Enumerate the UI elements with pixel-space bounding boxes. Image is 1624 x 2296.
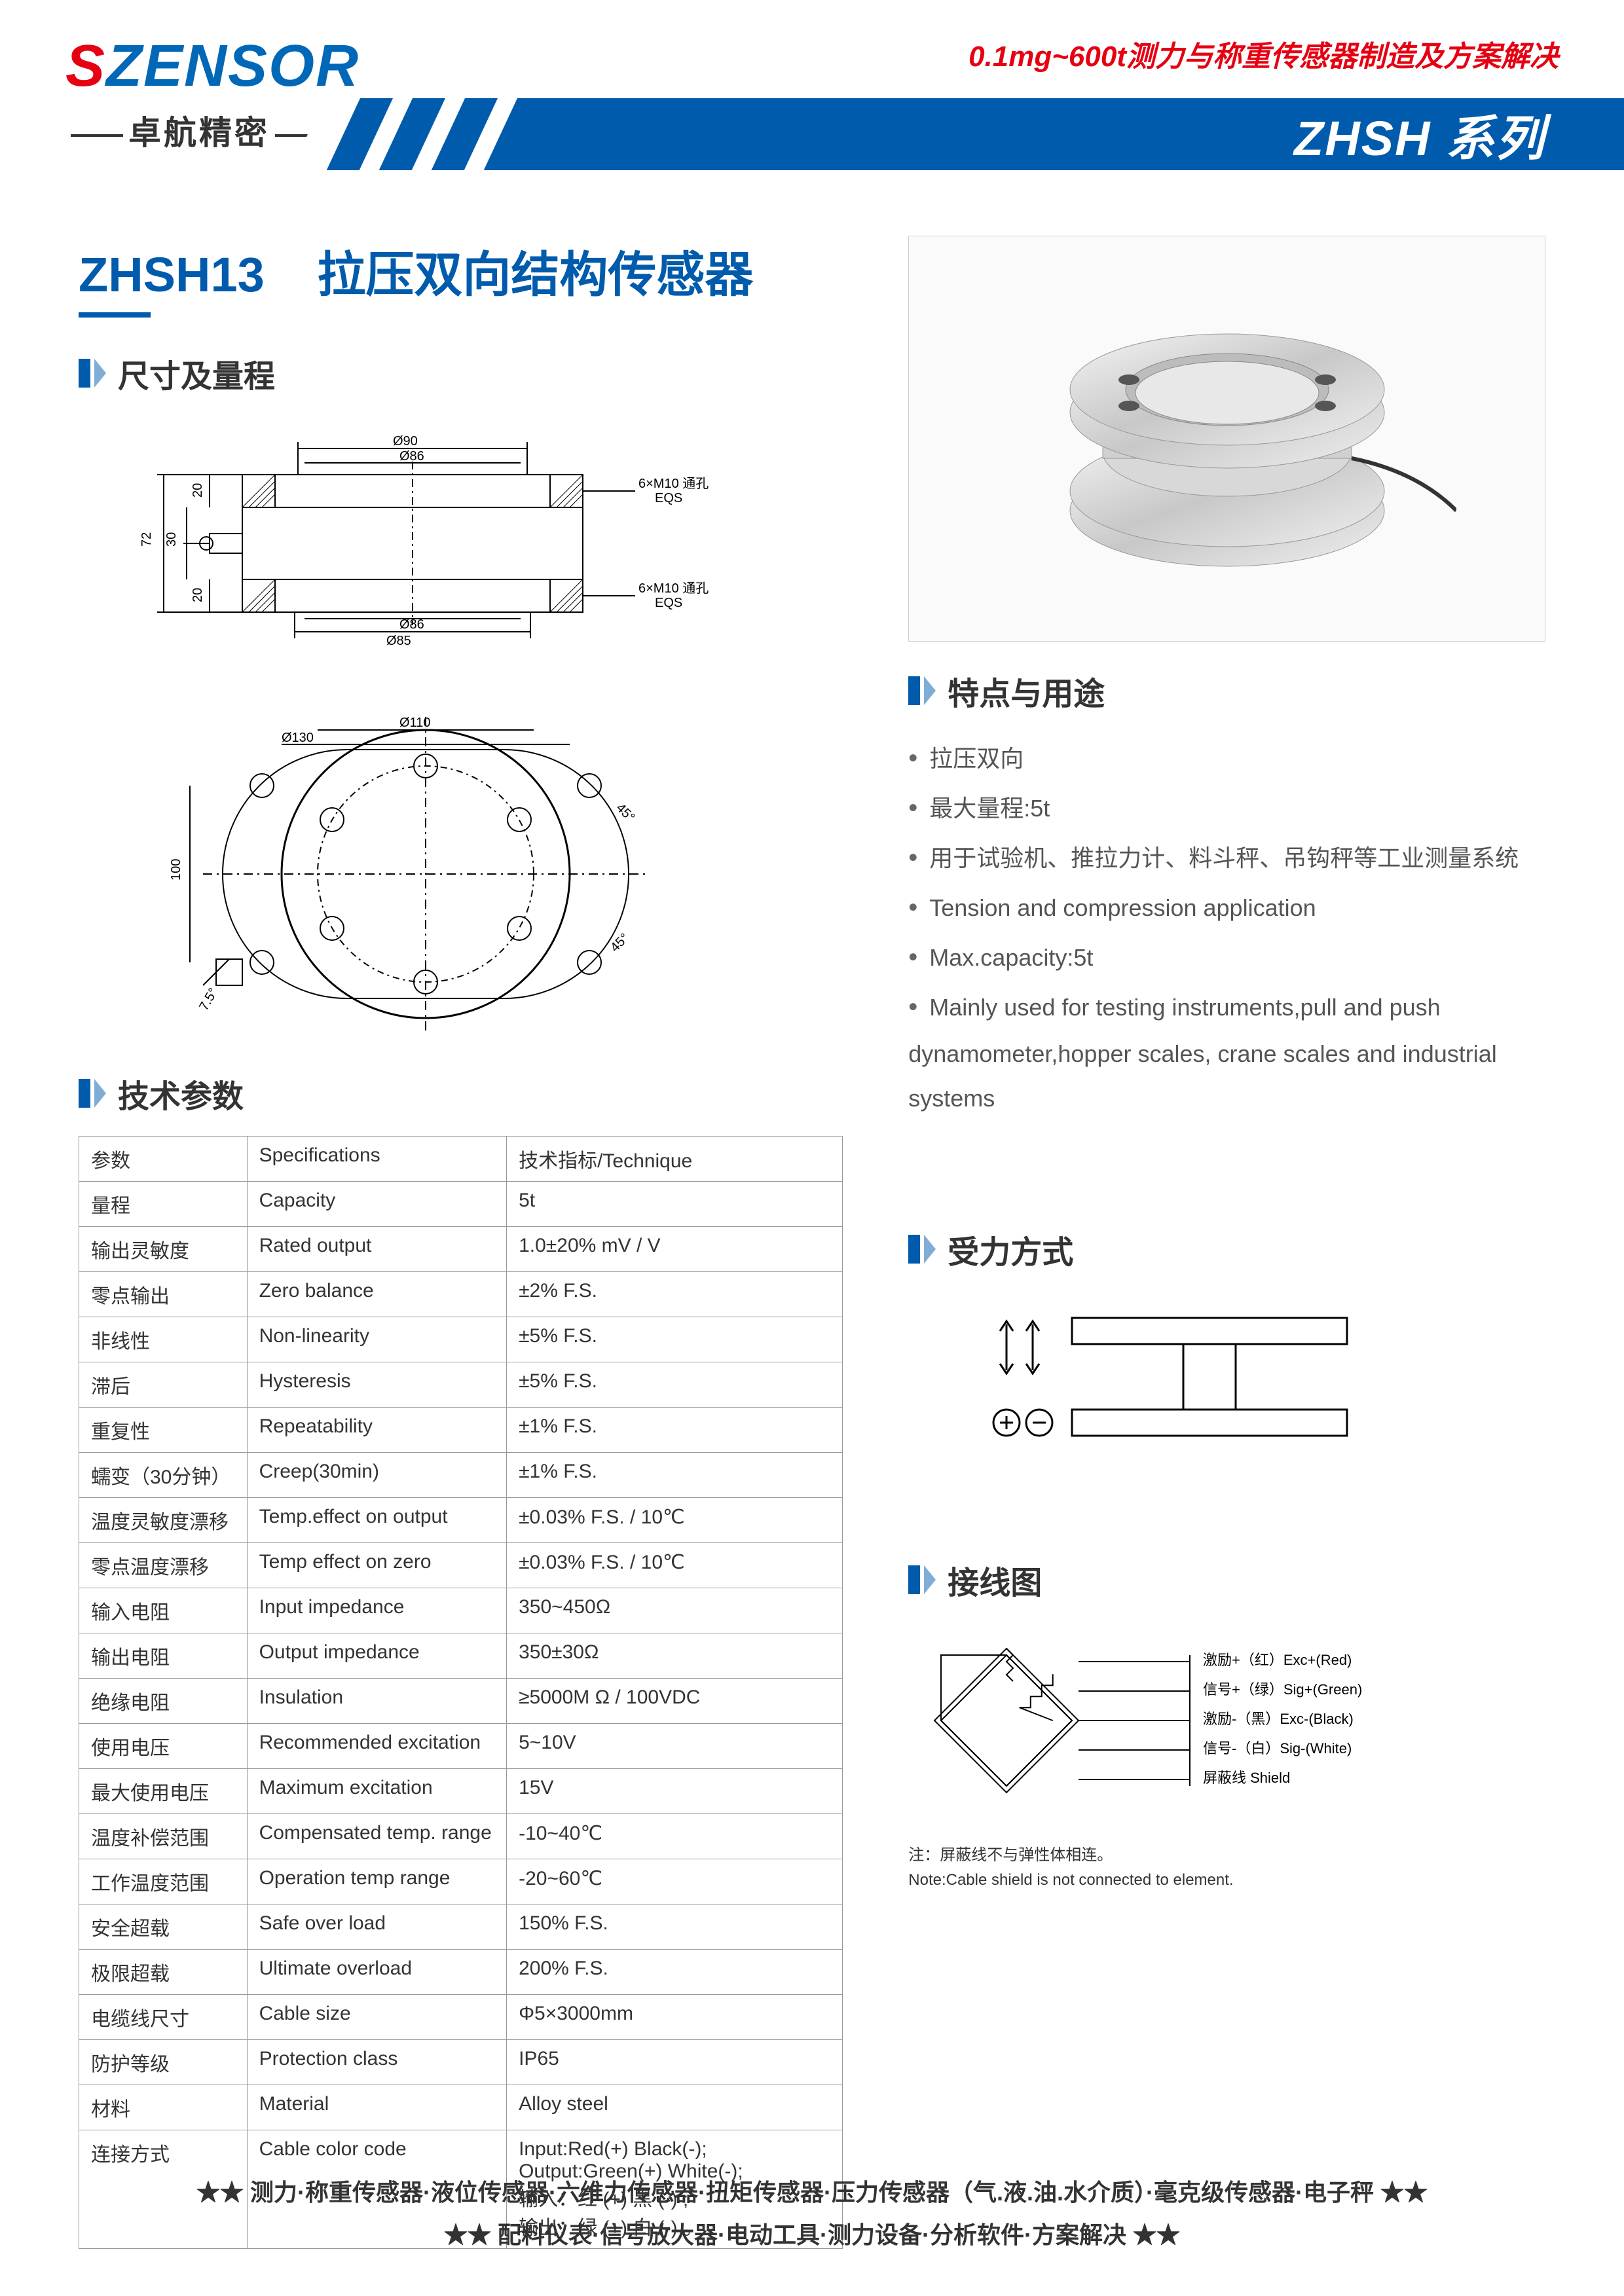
- table-row: 绝缘电阻Insulation≥5000M Ω / 100VDC: [79, 1679, 843, 1724]
- footer: ★★ 测力·称重传感器·液位传感器·六维力传感器·扭矩传感器·压力传感器（气.液…: [0, 2172, 1624, 2257]
- svg-text:Ø86: Ø86: [399, 449, 424, 464]
- sec-wiring: 接线图: [908, 1557, 1545, 1603]
- sec-dim: 尺寸及量程: [79, 350, 843, 396]
- top-right: 0.1mg~600t测力与称重传感器制造及方案解决: [969, 33, 1559, 75]
- table-row: 最大使用电压Maximum excitation15V: [79, 1769, 843, 1814]
- table-row: 滞后Hysteresis±5% F.S.: [79, 1362, 843, 1408]
- specs-table: 参数 Specifications 技术指标/Technique 量程Capac…: [79, 1136, 843, 2249]
- table-row: 零点温度漂移Temp effect on zero±0.03% F.S. / 1…: [79, 1543, 843, 1588]
- list-item: Mainly used for testing instruments,pull…: [908, 982, 1545, 1121]
- wiring-diagram: 激励+（红）Exc+(Red) 信号+（绿）Sig+(Green) 激励-（黑）…: [908, 1622, 1545, 1889]
- svg-text:100: 100: [169, 859, 183, 881]
- list-item: 最大量程:5t: [908, 783, 1545, 833]
- right-column: 特点与用途 拉压双向最大量程:5t用于试验机、推拉力计、料斗秤、吊钩秤等工业测量…: [908, 236, 1545, 2249]
- model: ZHSH13: [79, 247, 265, 302]
- content: ZHSH13 拉压双向结构传感器 尺寸及量程: [0, 183, 1624, 2249]
- logo-s: S: [65, 33, 106, 99]
- sec-spec: 技术参数: [79, 1070, 843, 1116]
- title-underline: [79, 312, 151, 318]
- table-row: 防护等级Protection classIP65: [79, 2040, 843, 2085]
- drawing-side: Ø90 Ø86 Ø85 Ø86 72 30: [79, 416, 843, 658]
- table-row: 输出灵敏度Rated output1.0±20% mV / V: [79, 1227, 843, 1272]
- specs-h3: 技术指标/Technique: [507, 1137, 843, 1182]
- svg-text:信号-（白）Sig-(White): 信号-（白）Sig-(White): [1203, 1740, 1352, 1757]
- specs-h2: Specifications: [247, 1137, 507, 1182]
- list-item: 拉压双向: [908, 733, 1545, 783]
- table-row: 温度补偿范围Compensated temp. range-10~40℃: [79, 1814, 843, 1859]
- list-item: Tension and compression application: [908, 883, 1545, 932]
- specs-h1: 参数: [79, 1137, 248, 1182]
- logo-main: SZENSOR: [65, 33, 360, 100]
- table-row: 使用电压Recommended excitation5~10V: [79, 1724, 843, 1769]
- product-title: ZHSH13 拉压双向结构传感器: [79, 236, 843, 306]
- svg-text:20: 20: [191, 483, 205, 498]
- header: SZENSOR 卓航精密 0.1mg~600t测力与称重传感器制造及方案解决 Z…: [0, 0, 1624, 183]
- svg-text:激励-（黑）Exc-(Black): 激励-（黑）Exc-(Black): [1203, 1711, 1354, 1727]
- svg-text:20: 20: [191, 588, 205, 602]
- table-row: 输入电阻Input impedance350~450Ω: [79, 1588, 843, 1633]
- list-item: 用于试验机、推拉力计、料斗秤、吊钩秤等工业测量系统: [908, 833, 1545, 883]
- svg-text:EQS: EQS: [655, 491, 682, 505]
- left-column: ZHSH13 拉压双向结构传感器 尺寸及量程: [79, 236, 843, 2249]
- slashes: [327, 98, 570, 170]
- features-list: 拉压双向最大量程:5t用于试验机、推拉力计、料斗秤、吊钩秤等工业测量系统Tens…: [908, 733, 1545, 1121]
- svg-text:信号+（绿）Sig+(Green): 信号+（绿）Sig+(Green): [1203, 1681, 1362, 1698]
- logo-rest: ZENSOR: [106, 33, 360, 99]
- svg-text:7.5°: 7.5°: [196, 985, 221, 1013]
- footer-line1: ★★ 测力·称重传感器·液位传感器·六维力传感器·扭矩传感器·压力传感器（气.液…: [0, 2172, 1624, 2214]
- svg-text:Ø130: Ø130: [282, 731, 314, 745]
- sec-wiring-label: 接线图: [948, 1557, 1042, 1603]
- product-name: 拉压双向结构传感器: [317, 247, 753, 302]
- table-row: 极限超载Ultimate overload200% F.S.: [79, 1950, 843, 1995]
- svg-text:屏蔽线 Shield: 屏蔽线 Shield: [1203, 1770, 1290, 1786]
- list-item: Max.capacity:5t: [908, 932, 1545, 982]
- table-row: 材料MaterialAlloy steel: [79, 2085, 843, 2130]
- footer-line2: ★★ 配料仪表·信号放大器·电动工具·测力设备·分析软件·方案解决 ★★: [0, 2214, 1624, 2257]
- svg-text:30: 30: [164, 532, 179, 547]
- table-row: 量程Capacity5t: [79, 1182, 843, 1227]
- svg-text:Ø86: Ø86: [399, 617, 424, 632]
- table-row: 输出电阻Output impedance350±30Ω: [79, 1633, 843, 1679]
- force-diagram: [908, 1292, 1545, 1465]
- sec-feat-label: 特点与用途: [948, 668, 1105, 714]
- product-photo: [908, 236, 1545, 642]
- tagline: 0.1mg~600t测力与称重传感器制造及方案解决: [969, 33, 1559, 75]
- svg-text:Ø85: Ø85: [386, 634, 411, 648]
- svg-text:6×M10 通孔: 6×M10 通孔: [638, 476, 709, 491]
- table-row: 零点输出Zero balance±2% F.S.: [79, 1272, 843, 1317]
- table-row: 电缆线尺寸Cable sizeΦ5×3000mm: [79, 1995, 843, 2040]
- sec-spec-label: 技术参数: [118, 1070, 244, 1116]
- svg-text:45°: 45°: [608, 931, 632, 955]
- svg-text:6×M10 通孔: 6×M10 通孔: [638, 581, 709, 596]
- sec-dim-label: 尺寸及量程: [118, 350, 275, 396]
- svg-text:EQS: EQS: [655, 596, 682, 610]
- svg-text:Ø90: Ø90: [393, 434, 418, 448]
- svg-text:激励+（红）Exc+(Red): 激励+（红）Exc+(Red): [1203, 1652, 1352, 1668]
- wiring-note-en: Note:Cable shield is not connected to el…: [908, 1871, 1545, 1889]
- drawing-top: Ø110 Ø130 100 45° 45° 7.5°: [79, 678, 843, 1044]
- table-row: 重复性Repeatability±1% F.S.: [79, 1408, 843, 1453]
- sec-force: 受力方式: [908, 1226, 1545, 1272]
- table-row: 温度灵敏度漂移Temp.effect on output±0.03% F.S. …: [79, 1498, 843, 1543]
- table-row: 工作温度范围Operation temp range-20~60℃: [79, 1859, 843, 1904]
- sec-force-label: 受力方式: [948, 1226, 1073, 1272]
- wiring-note-cn: 注：屏蔽线不与弹性体相连。: [908, 1842, 1545, 1865]
- sec-feat: 特点与用途: [908, 668, 1545, 714]
- table-row: 蠕变（30分钟）Creep(30min)±1% F.S.: [79, 1453, 843, 1498]
- svg-text:Ø110: Ø110: [399, 716, 430, 730]
- series-label: ZHSH 系列: [1294, 100, 1545, 170]
- table-row: 安全超载Safe over load150% F.S.: [79, 1904, 843, 1950]
- table-row: 非线性Non-linearity±5% F.S.: [79, 1317, 843, 1362]
- svg-text:72: 72: [139, 532, 154, 547]
